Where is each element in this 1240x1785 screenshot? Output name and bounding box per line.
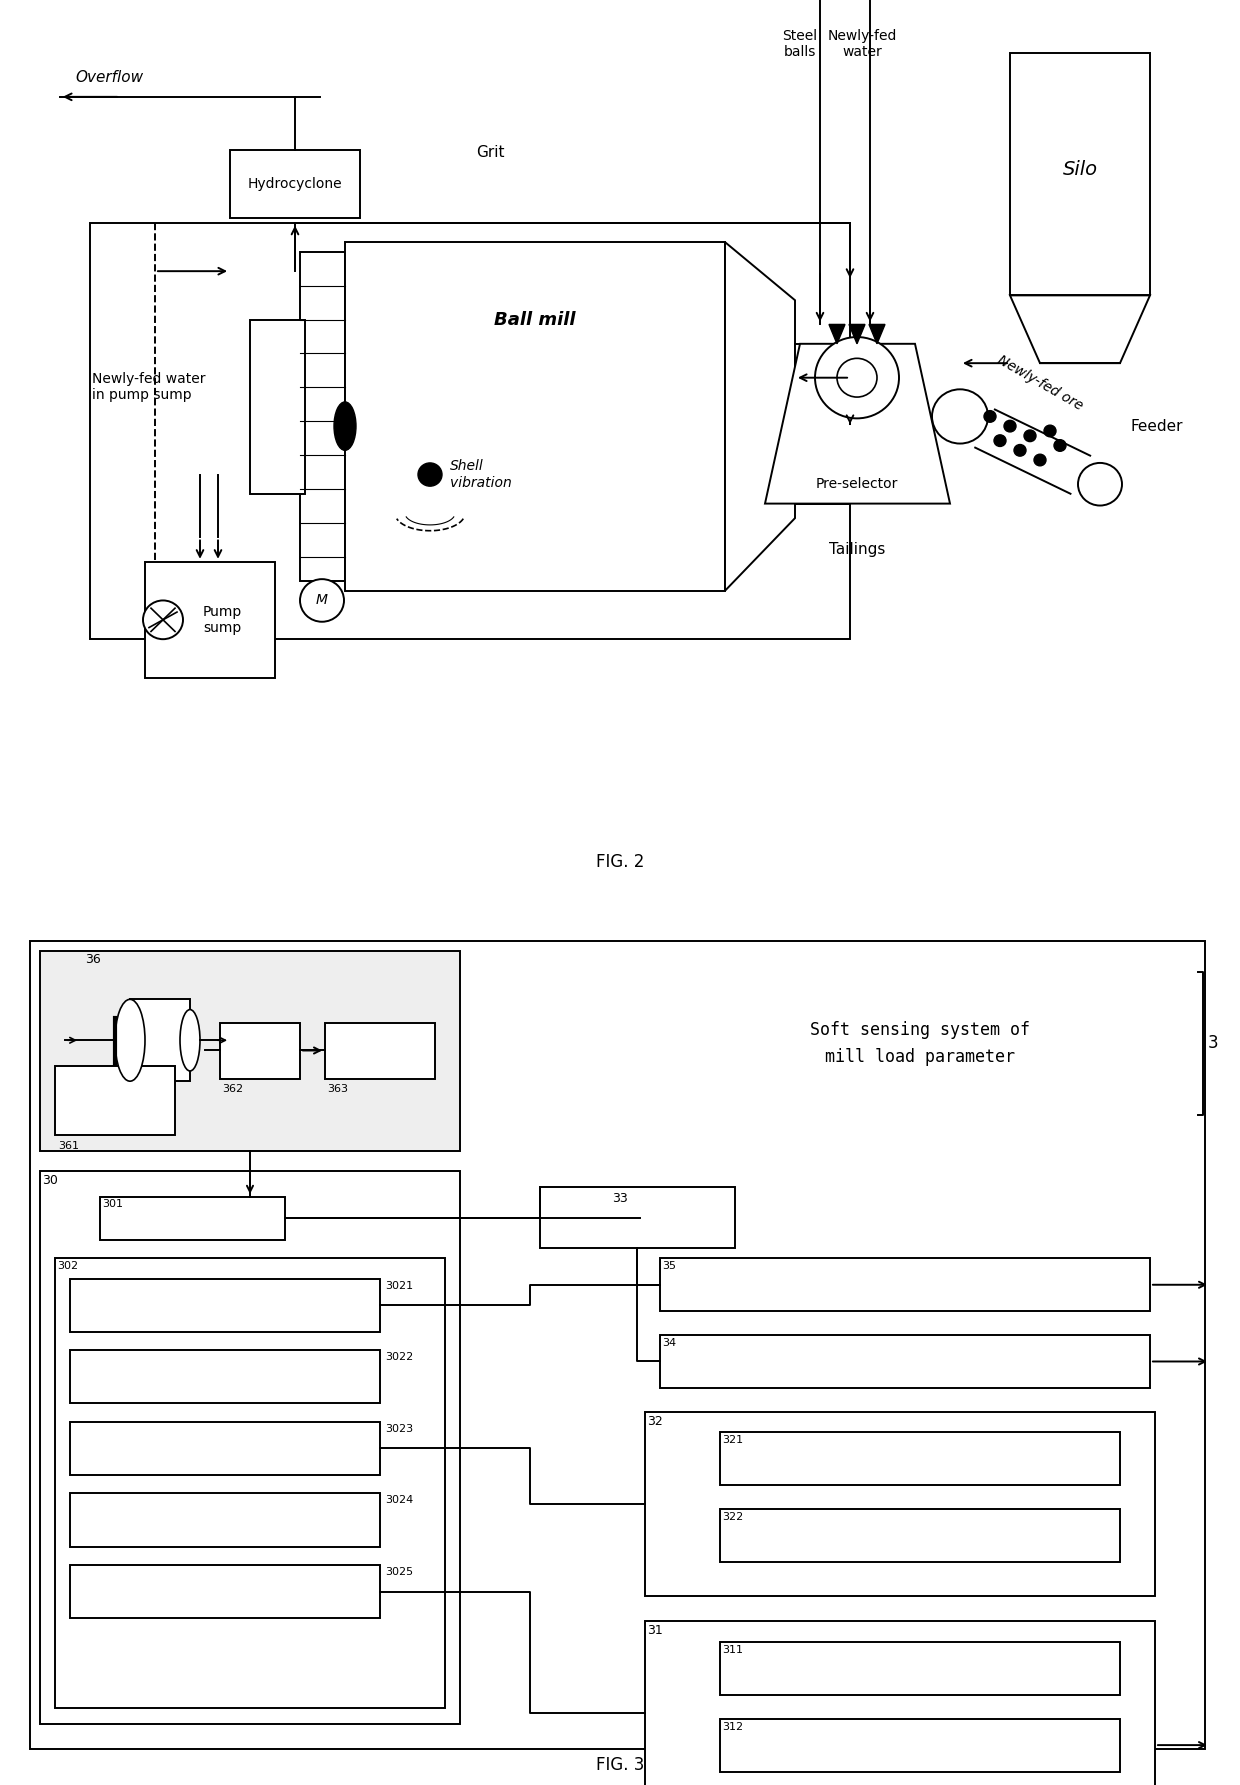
Text: 31: 31 [647,1624,662,1637]
Text: 3023: 3023 [384,1424,413,1433]
Circle shape [1034,453,1047,466]
Text: 3022: 3022 [384,1353,413,1362]
Bar [660,1335,1149,1389]
Ellipse shape [115,1000,145,1082]
Ellipse shape [180,1010,200,1071]
Text: 3: 3 [1208,1034,1219,1053]
Circle shape [1024,430,1035,441]
Text: 322: 322 [722,1512,743,1523]
Circle shape [1004,419,1016,432]
Text: FIG. 2: FIG. 2 [595,853,645,871]
Text: 362: 362 [222,1083,243,1094]
Circle shape [837,359,877,396]
Circle shape [1044,425,1056,437]
Bar [720,1642,1120,1696]
Text: Overflow: Overflow [74,70,143,86]
Text: 33: 33 [613,1192,627,1205]
Bar [219,1023,300,1080]
Text: Silo: Silo [1063,161,1097,179]
Text: M: M [316,593,329,607]
Bar [55,1258,445,1708]
Text: 32: 32 [647,1416,662,1428]
Bar [250,320,305,494]
Circle shape [1078,462,1122,505]
Bar [795,345,849,503]
Bar [100,1196,285,1241]
Text: 361: 361 [58,1141,79,1151]
Polygon shape [725,243,795,591]
Text: 34: 34 [662,1339,676,1348]
Text: 36: 36 [86,953,100,966]
Text: 363: 363 [327,1083,348,1094]
Bar [145,562,275,678]
Bar [720,1719,1120,1773]
Bar [40,1171,460,1724]
Text: 30: 30 [42,1175,58,1187]
Bar [69,1423,379,1474]
Text: 312: 312 [722,1721,743,1731]
Circle shape [1054,439,1066,452]
Bar [55,1066,175,1135]
Polygon shape [869,325,885,345]
Bar [645,1412,1154,1596]
Polygon shape [765,345,950,503]
Circle shape [985,411,996,423]
Text: Grit: Grit [476,145,505,161]
Bar [130,1000,190,1082]
Bar [69,1494,379,1546]
Text: 302: 302 [57,1262,78,1271]
Text: Newly-fed ore: Newly-fed ore [994,352,1085,412]
Text: 3024: 3024 [384,1496,413,1505]
Text: 321: 321 [722,1435,743,1446]
Bar [345,243,725,591]
Text: 311: 311 [722,1644,743,1655]
Bar [300,252,345,582]
Text: Newly-fed
water: Newly-fed water [827,29,897,59]
Bar [40,951,460,1151]
Text: Hydrocyclone: Hydrocyclone [248,177,342,191]
Text: Tailings: Tailings [828,543,885,557]
Polygon shape [830,325,844,345]
Text: FIG. 3: FIG. 3 [595,1755,645,1774]
Bar [69,1565,379,1619]
Circle shape [932,389,988,443]
Text: Pump
sump: Pump sump [202,605,242,635]
Bar [720,1508,1120,1562]
Bar [325,1023,435,1080]
Text: Soft sensing system of
mill load parameter: Soft sensing system of mill load paramet… [810,1021,1030,1066]
Text: 301: 301 [102,1200,123,1208]
Text: 3025: 3025 [384,1567,413,1578]
Bar [91,223,849,639]
Circle shape [300,578,343,621]
Circle shape [143,600,184,639]
Bar [69,1278,379,1332]
Circle shape [815,337,899,418]
Polygon shape [849,325,866,345]
Circle shape [1014,444,1025,457]
Text: Newly-fed water
in pump sump: Newly-fed water in pump sump [92,373,206,402]
Circle shape [994,436,1006,446]
Text: Steel
balls: Steel balls [782,29,817,59]
Bar [660,1258,1149,1312]
Polygon shape [1011,295,1149,362]
Bar [1011,54,1149,295]
Bar [539,1187,735,1248]
Text: Pre-selector: Pre-selector [816,477,898,491]
Bar [645,1621,1154,1785]
Text: 3021: 3021 [384,1280,413,1291]
Ellipse shape [334,402,356,450]
Text: Shell
vibration: Shell vibration [450,459,512,489]
Text: Ball mill: Ball mill [495,311,575,328]
Bar [720,1432,1120,1485]
Bar [69,1349,379,1403]
Circle shape [418,462,441,486]
Text: Feeder: Feeder [1130,419,1183,434]
Bar [229,150,360,218]
Text: 35: 35 [662,1262,676,1271]
